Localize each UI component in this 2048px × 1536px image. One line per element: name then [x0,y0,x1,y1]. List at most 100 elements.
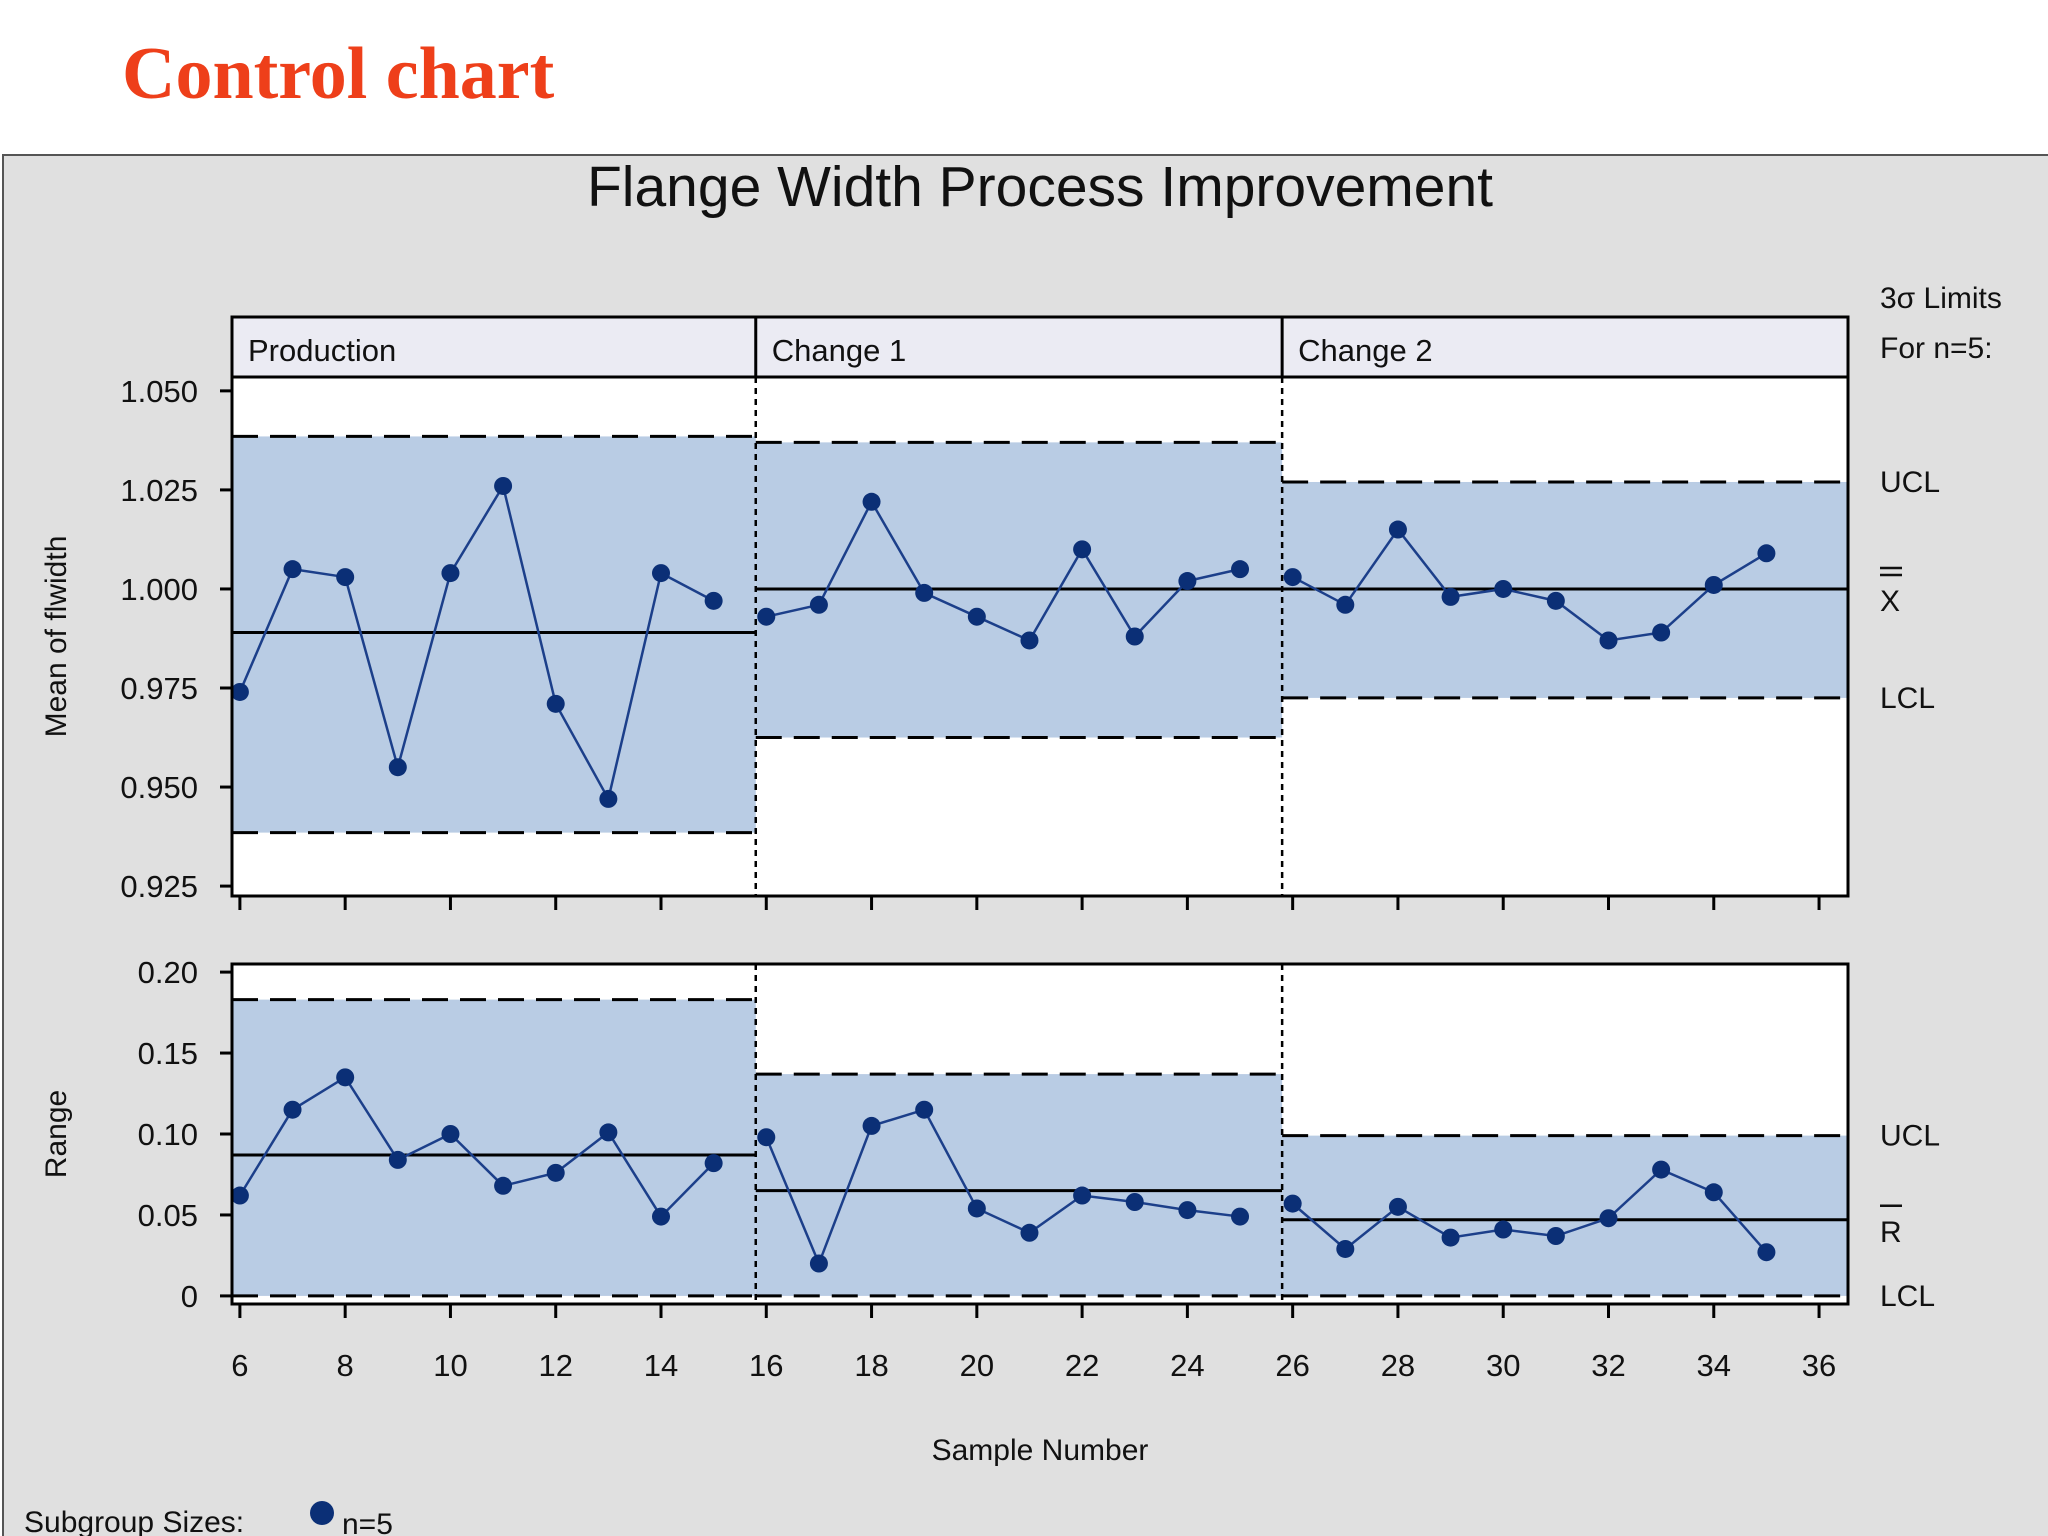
data-point [1599,631,1618,650]
data-point [494,476,513,495]
control-band [232,436,756,833]
data-point [1652,1160,1671,1179]
data-point [1178,1201,1197,1220]
data-point [1757,1243,1776,1262]
data-point [967,1199,986,1218]
data-point [1441,1228,1460,1247]
y-tick-label: 0.975 [120,671,198,706]
data-point [1599,1209,1618,1228]
data-point [1073,1186,1092,1205]
x-tick-label: 14 [644,1348,678,1383]
data-point [1073,540,1092,559]
data-point [1336,595,1355,614]
series-line [1291,1168,1768,1254]
x-tick-label: 32 [1591,1348,1625,1383]
data-point [1125,1193,1144,1211]
data-point [230,682,249,701]
y-tick-label: 0.15 [138,1036,198,1071]
y-tick-label: 0 [181,1279,198,1314]
data-point [1020,1223,1039,1242]
y-axis-label: Range [40,1090,73,1178]
y-tick-label: 0.10 [138,1117,198,1152]
x-tick-label: 6 [231,1348,248,1383]
plot-frame [230,375,1850,898]
phase-label: Production [248,333,396,368]
y-tick-label: 0.20 [138,955,198,990]
ucl-label: UCL [1880,1120,1940,1153]
data-point [1178,572,1197,591]
legend-marker [310,1501,334,1525]
series-line [765,1108,1241,1267]
data-point [862,1116,881,1135]
data-point [757,1128,776,1147]
x-tick-label: 22 [1065,1348,1099,1383]
data-point [1494,1220,1513,1239]
series-line [766,499,1241,643]
phase-label: Change 2 [1298,333,1432,368]
data-point [1283,1194,1302,1213]
data-point [546,1163,565,1182]
control-band [1282,1135,1848,1296]
control-band [755,1074,1283,1296]
data-point [862,492,881,511]
data-point [704,1154,723,1173]
series-line [238,1075,715,1219]
y-tick-label: 0.950 [120,770,198,805]
data-point [1336,1239,1355,1258]
data-point [1757,544,1776,563]
data-point [1125,627,1144,646]
data-point [599,789,618,808]
chart-frame: Flange Width Process Improvement 3σ Limit… [2,154,2048,1536]
data-point [809,1254,828,1273]
x-tick-label: 28 [1381,1348,1415,1383]
legend-entry: n=5 [342,1508,393,1536]
phase-label: Change 1 [772,333,906,368]
data-point [1704,1183,1723,1202]
data-point [1652,623,1671,642]
data-point [336,1068,355,1087]
data-point [441,564,460,583]
data-point [652,1207,671,1226]
series-line [238,482,715,803]
y-tick-label: 1.000 [120,572,198,607]
x-tick-label: 16 [749,1348,783,1383]
x-axis-label: Sample Number [932,1434,1149,1467]
slide-title: Control chart [122,33,555,115]
data-point [967,607,986,626]
y-tick-label: 0.925 [120,869,198,904]
lcl-label: LCL [1880,682,1935,715]
x-tick-label: 36 [1802,1348,1836,1383]
x-tick-label: 30 [1486,1348,1520,1383]
data-point [1020,631,1039,650]
data-point [494,1176,513,1195]
data-point [757,607,776,626]
data-point [1231,560,1250,579]
x-tick-label: 24 [1170,1348,1204,1383]
data-point [283,560,302,579]
data-point [283,1100,302,1119]
series-line [1292,527,1768,642]
data-point [1704,575,1723,594]
data-point [1283,568,1302,587]
data-point [546,694,565,713]
data-point [1546,1227,1565,1245]
control-band [232,999,756,1296]
phase-strip [230,315,1850,379]
data-point [336,568,355,587]
x-tick-label: 12 [538,1348,572,1383]
data-point [704,591,723,610]
data-point [915,583,934,602]
data-point [809,595,828,614]
data-point [1441,587,1460,606]
ucl-label: UCL [1880,466,1940,499]
data-point [230,1186,249,1205]
subgroup-sizes-label: Subgroup Sizes: [24,1506,244,1536]
y-tick-label: 1.050 [120,374,198,409]
limits-heading: For n=5: [1880,332,1993,365]
data-point [388,1150,407,1169]
control-chart: Flange Width Process Improvement 3σ Limit… [24,156,2002,1536]
y-tick-label: 1.025 [120,473,198,508]
x-tick-label: 8 [337,1348,354,1383]
y-tick-label: 0.05 [138,1198,198,1233]
chart-title: Flange Width Process Improvement [587,156,1493,219]
